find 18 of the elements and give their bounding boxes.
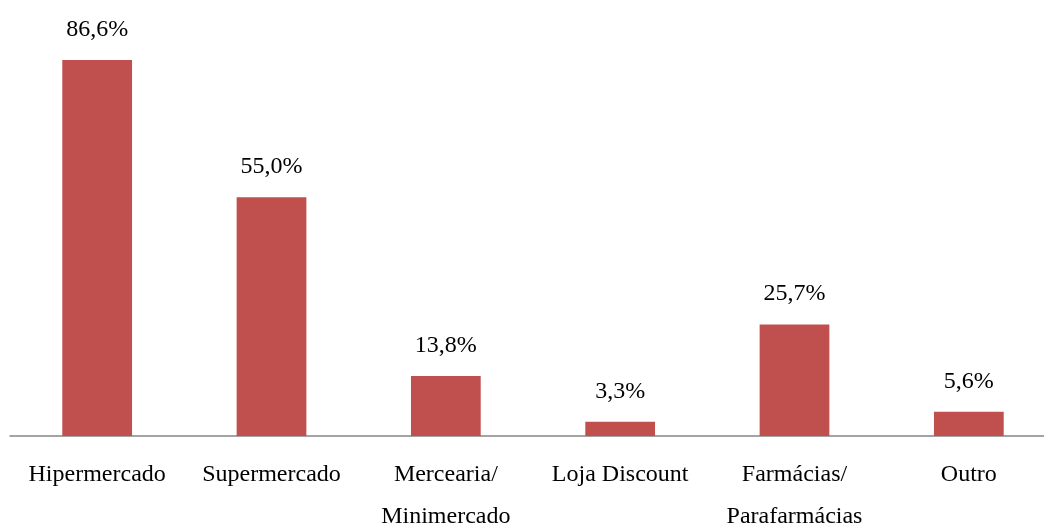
data-label: 5,6% (943, 366, 994, 393)
data-label: 3,3% (595, 376, 646, 403)
x-tick-label: Supermercado (202, 460, 341, 486)
bar (62, 60, 133, 436)
bar (236, 197, 307, 436)
data-label: 55,0% (240, 152, 303, 179)
data-label: 25,7% (763, 279, 826, 306)
bar (933, 411, 1004, 436)
x-tick-label: Farmácias/Parafarmácias (726, 460, 863, 526)
x-tick-label: Outro (940, 460, 997, 486)
x-tick-label: Mercearia/Minimercado (381, 460, 511, 526)
x-tick-label: Hipermercado (28, 460, 166, 486)
bar (410, 376, 481, 436)
bar (759, 324, 830, 436)
x-tick-label: Loja Discount (551, 460, 689, 486)
data-label: 86,6% (66, 15, 129, 41)
bar (585, 421, 656, 436)
data-label: 13,8% (414, 331, 477, 358)
